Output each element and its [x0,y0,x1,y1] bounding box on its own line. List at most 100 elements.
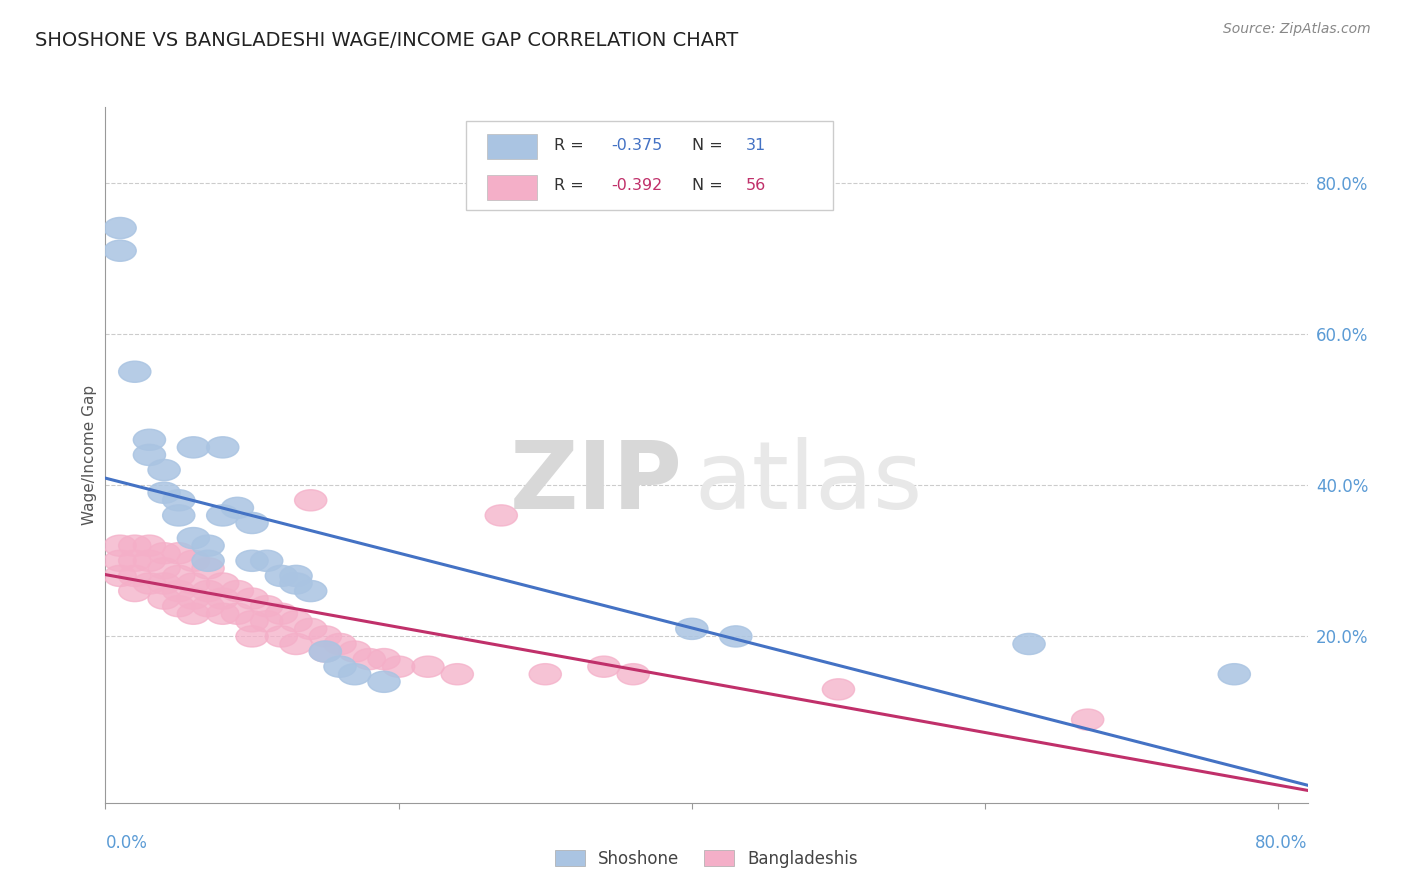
Ellipse shape [148,542,180,564]
Ellipse shape [353,648,385,670]
Ellipse shape [104,240,136,261]
Ellipse shape [221,581,253,601]
Ellipse shape [193,535,224,557]
Ellipse shape [148,558,180,579]
Ellipse shape [280,573,312,594]
Ellipse shape [529,664,561,685]
Ellipse shape [236,550,269,572]
Ellipse shape [309,641,342,662]
Ellipse shape [1218,664,1250,685]
Ellipse shape [193,581,224,601]
Ellipse shape [441,664,474,685]
Ellipse shape [221,497,253,518]
Ellipse shape [134,444,166,466]
Ellipse shape [588,657,620,677]
Ellipse shape [221,603,253,624]
Ellipse shape [148,573,180,594]
Ellipse shape [236,588,269,609]
Ellipse shape [617,664,650,685]
Ellipse shape [207,588,239,609]
Ellipse shape [104,550,136,572]
Ellipse shape [104,218,136,239]
Ellipse shape [193,558,224,579]
Ellipse shape [339,664,371,685]
Ellipse shape [134,429,166,450]
Ellipse shape [118,535,150,557]
Ellipse shape [280,611,312,632]
Ellipse shape [207,573,239,594]
Ellipse shape [193,550,224,572]
Ellipse shape [177,573,209,594]
Ellipse shape [118,566,150,587]
Ellipse shape [236,626,269,647]
Ellipse shape [250,550,283,572]
Ellipse shape [823,679,855,700]
Ellipse shape [323,657,356,677]
Text: -0.375: -0.375 [612,137,662,153]
Legend: Shoshone, Bangladeshis: Shoshone, Bangladeshis [548,843,865,874]
Text: ZIP: ZIP [509,437,682,529]
Ellipse shape [118,550,150,572]
Ellipse shape [676,618,709,640]
Ellipse shape [236,611,269,632]
Ellipse shape [104,535,136,557]
Ellipse shape [207,437,239,458]
Text: SHOSHONE VS BANGLADESHI WAGE/INCOME GAP CORRELATION CHART: SHOSHONE VS BANGLADESHI WAGE/INCOME GAP … [35,31,738,50]
Text: atlas: atlas [695,437,922,529]
Ellipse shape [177,603,209,624]
Ellipse shape [148,483,180,503]
Ellipse shape [368,648,401,670]
Ellipse shape [250,611,283,632]
Ellipse shape [266,566,298,587]
Ellipse shape [280,566,312,587]
Ellipse shape [163,566,195,587]
Text: R =: R = [554,137,589,153]
Ellipse shape [148,459,180,481]
Text: R =: R = [554,178,589,194]
Text: N =: N = [692,178,728,194]
Ellipse shape [295,618,326,640]
Ellipse shape [118,361,150,383]
Ellipse shape [163,581,195,601]
Ellipse shape [266,603,298,624]
Ellipse shape [104,566,136,587]
Ellipse shape [163,596,195,616]
Ellipse shape [382,657,415,677]
Ellipse shape [177,527,209,549]
Text: 80.0%: 80.0% [1256,834,1308,852]
Ellipse shape [163,490,195,511]
Ellipse shape [177,437,209,458]
Text: 31: 31 [747,137,766,153]
Ellipse shape [266,626,298,647]
Ellipse shape [280,633,312,655]
Text: 0.0%: 0.0% [105,834,148,852]
Y-axis label: Wage/Income Gap: Wage/Income Gap [82,384,97,525]
Ellipse shape [163,542,195,564]
Ellipse shape [309,641,342,662]
Bar [486,175,537,200]
Ellipse shape [339,641,371,662]
Ellipse shape [309,626,342,647]
Text: 56: 56 [747,178,766,194]
Ellipse shape [236,512,269,533]
Ellipse shape [720,626,752,647]
Ellipse shape [323,633,356,655]
Ellipse shape [193,596,224,616]
Ellipse shape [295,581,326,601]
Bar [486,134,537,159]
Ellipse shape [412,657,444,677]
Ellipse shape [118,581,150,601]
Ellipse shape [134,573,166,594]
Ellipse shape [148,588,180,609]
Ellipse shape [485,505,517,526]
Ellipse shape [177,550,209,572]
Ellipse shape [1012,633,1045,655]
Ellipse shape [368,671,401,692]
Ellipse shape [134,535,166,557]
Ellipse shape [134,550,166,572]
Text: Source: ZipAtlas.com: Source: ZipAtlas.com [1223,22,1371,37]
Text: N =: N = [692,137,728,153]
Ellipse shape [250,596,283,616]
Ellipse shape [1071,709,1104,731]
FancyBboxPatch shape [465,121,832,210]
